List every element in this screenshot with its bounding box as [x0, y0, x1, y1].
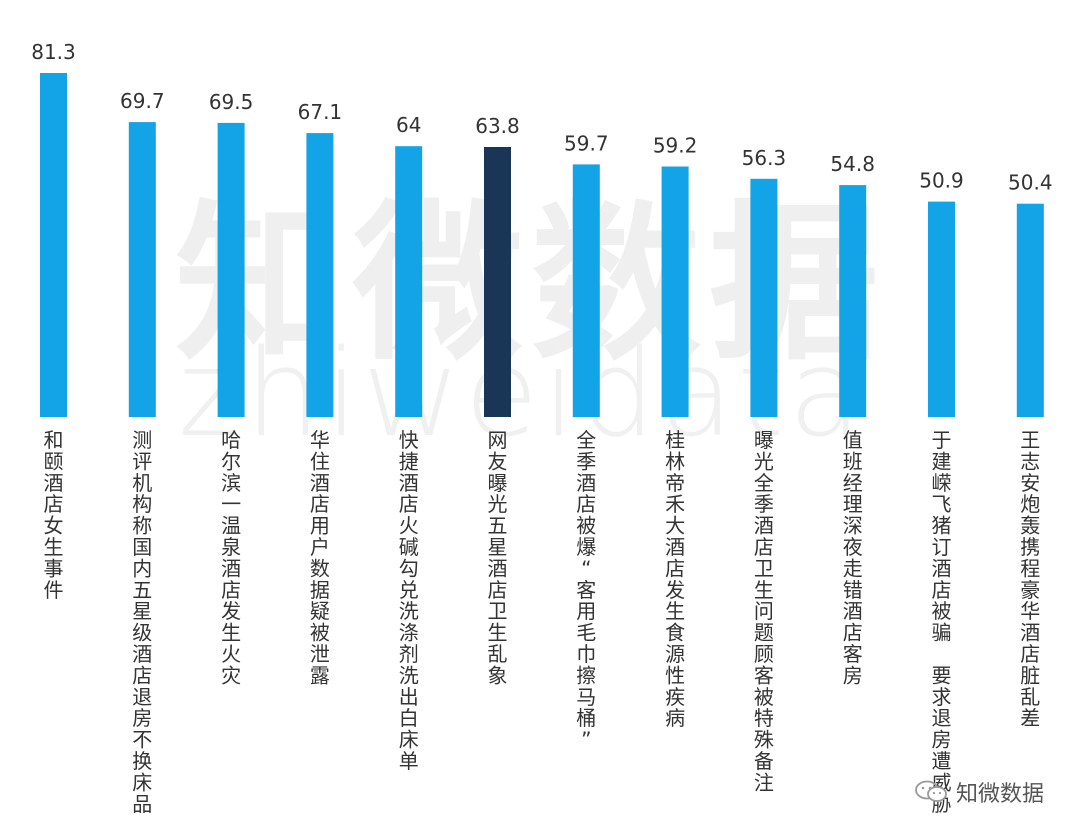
watermark-en: zhiweidata: [178, 325, 866, 464]
category-label-8: 桂林帝禾大酒店发生食源性疾病: [665, 428, 685, 730]
bar-10: [839, 185, 867, 417]
brand-logo: 知微数据: [914, 778, 1044, 807]
value-label-4: 67.1: [298, 100, 343, 124]
category-label-9: 曝光全季酒店卫生问题顾客被特殊备注: [754, 428, 774, 794]
bar-12: [1016, 203, 1044, 417]
logo-text: 知微数据: [955, 782, 1044, 807]
bar-5: [395, 146, 423, 417]
wechat-icon: [915, 780, 947, 802]
bar-9: [750, 178, 778, 417]
category-label-6: 网友曝光五星酒店卫生乱象: [488, 428, 508, 687]
category-label-1: 和颐酒店女生事件: [44, 428, 64, 602]
category-label-12: 王志安炮轰携程豪华酒店脏乱差: [1020, 428, 1040, 730]
category-label-10: 值班经理深夜走错酒店客房: [843, 428, 863, 687]
category-label-7: 全季酒店被爆“客用毛巾擦马桶”: [576, 428, 596, 752]
bar-7: [572, 164, 600, 417]
value-label-6: 63.8: [475, 114, 520, 138]
bar-11: [928, 201, 955, 417]
bar-8: [661, 166, 689, 417]
bar-4: [306, 133, 334, 417]
value-label-11: 50.9: [919, 169, 964, 193]
bar-3: [217, 122, 245, 418]
value-label-7: 59.7: [564, 131, 609, 155]
category-label-2: 测评机构称国内五星级酒店退房不换床品: [132, 428, 152, 816]
value-label-3: 69.5: [209, 90, 254, 114]
category-label-4: 华住酒店用户数据疑被泄露: [310, 428, 330, 687]
category-label-3: 哈尔滨一温泉酒店发生火灾: [221, 428, 241, 687]
value-label-8: 59.2: [653, 134, 698, 158]
value-label-9: 56.3: [742, 146, 787, 170]
bar-1: [40, 73, 67, 417]
value-label-10: 54.8: [830, 152, 875, 176]
value-label-1: 81.3: [31, 40, 76, 64]
value-label-5: 64: [396, 113, 421, 137]
bar-6: [484, 147, 511, 417]
category-label-5: 快捷酒店火碱勾兑洗涤剂洗出白床单: [399, 428, 419, 773]
value-label-12: 50.4: [1008, 171, 1053, 195]
bar-2: [128, 122, 156, 417]
value-label-2: 69.7: [120, 89, 165, 113]
category-label-11: 于建嵘飞猪订酒店被骗 要求退房遭威胁: [932, 428, 952, 816]
